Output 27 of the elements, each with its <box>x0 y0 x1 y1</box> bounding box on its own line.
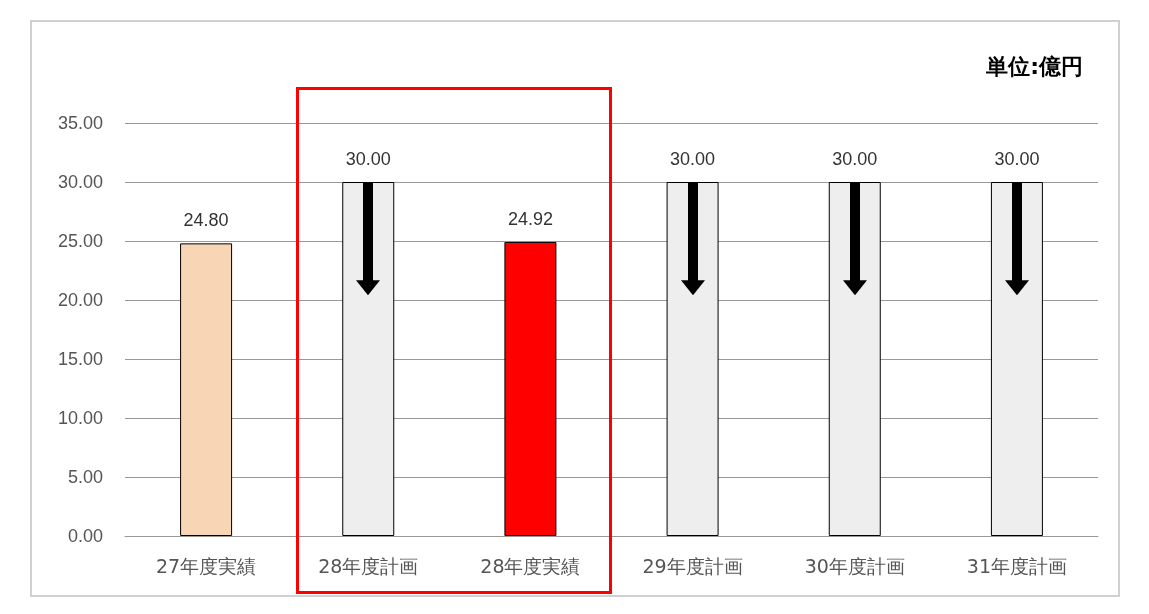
x-tick-label: 28年度実績 <box>480 554 581 577</box>
bar <box>504 241 557 536</box>
data-label: 30.00 <box>994 149 1040 169</box>
bar <box>828 182 881 536</box>
bar <box>180 243 233 536</box>
x-tick-label: 28年度計画 <box>318 554 419 577</box>
x-tick-label: 29年度計画 <box>642 554 743 577</box>
data-label: 24.92 <box>507 208 553 229</box>
y-tick-label: 15.00 <box>57 349 103 369</box>
x-tick-label: 30年度計画 <box>804 554 905 577</box>
data-label: 30.00 <box>670 149 716 169</box>
y-tick-label: 35.00 <box>57 113 103 133</box>
text: 単位:億円 <box>986 53 1083 81</box>
x-tick-label: 27年度実績 <box>155 554 257 577</box>
x-tick-label: 31年度計画 <box>966 554 1068 577</box>
y-tick-label: 10.00 <box>57 408 103 428</box>
y-tick-label: 5.00 <box>67 467 103 487</box>
y-tick-label: 0.00 <box>67 526 103 546</box>
bar <box>342 182 395 536</box>
bar <box>990 182 1043 536</box>
data-label: 24.80 <box>183 210 229 231</box>
data-label: 30.00 <box>345 149 391 169</box>
bar <box>666 182 719 536</box>
y-tick-label: 30.00 <box>57 172 103 192</box>
y-tick-label: 20.00 <box>57 290 103 310</box>
data-label: 30.00 <box>832 149 878 169</box>
y-tick-label: 25.00 <box>57 231 103 251</box>
